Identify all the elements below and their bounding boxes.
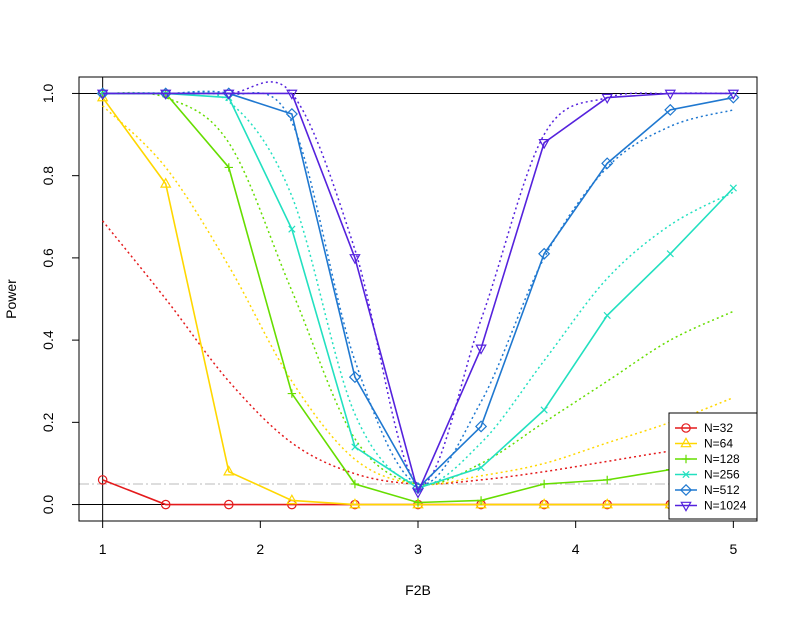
data-point-n-256: [603, 311, 611, 320]
legend-label-n-32: N=32: [704, 421, 733, 435]
theory-curve-n-512: [102, 90, 734, 486]
data-point-n-128: [224, 163, 233, 172]
data-point-n-256: [351, 443, 359, 451]
data-point-n-64: [538, 498, 550, 509]
data-point-n-128: [350, 479, 360, 489]
series-n-128: [98, 89, 738, 507]
data-point-n-256: [666, 250, 674, 258]
data-point-n-64: [412, 498, 424, 509]
data-point-n-64: [223, 465, 235, 476]
data-point-n-512: [475, 420, 488, 433]
series-line-n-64: [102, 97, 734, 506]
theory-curve-n-32: [102, 220, 734, 485]
data-point-n-1024: [475, 344, 487, 355]
y-tick-label: 1.0: [40, 84, 56, 104]
series-line-n-1024: [102, 92, 734, 495]
data-point-n-256: [288, 225, 296, 233]
legend-label-n-1024: N=1024: [704, 499, 747, 513]
data-point-n-128: [603, 475, 612, 485]
data-point-n-64: [286, 494, 298, 505]
data-point-n-128: [413, 498, 423, 507]
data-point-n-32: [97, 475, 108, 485]
series-line-n-256: [102, 92, 734, 489]
data-point-n-1024: [412, 488, 424, 499]
x-tick-label: 5: [729, 541, 737, 557]
data-point-n-128: [476, 496, 486, 505]
data-point-n-256: [540, 406, 548, 414]
series-n-256: [99, 89, 737, 492]
y-tick-label: 0.8: [40, 166, 56, 186]
legend-swatch-marker: [681, 423, 691, 433]
data-point-n-1024: [286, 89, 298, 100]
series-n-512: [96, 87, 740, 495]
x-axis-title: F2B: [405, 582, 431, 598]
data-point-n-512: [348, 371, 361, 384]
legend-label-n-512: N=512: [704, 483, 740, 497]
plot-frame: [78, 76, 758, 522]
y-tick-label: 0.6: [40, 248, 56, 268]
data-point-n-256: [477, 463, 485, 472]
legend-swatch-marker: [679, 483, 693, 497]
data-point-n-512: [727, 91, 740, 104]
legend-swatch-marker: [680, 501, 692, 512]
theory-curves: [102, 81, 734, 486]
data-point-n-1024: [349, 254, 361, 265]
data-point-n-32: [160, 499, 171, 510]
series-line-n-128: [102, 92, 734, 504]
data-point-n-512: [538, 247, 551, 260]
data-point-n-32: [223, 499, 234, 510]
axes: 1 2 3 4 5 0.0 0.2 0.4 0.6 0.8 1.0: [40, 84, 737, 557]
observed-series: [96, 87, 740, 510]
legend-label-n-256: N=256: [704, 468, 740, 482]
theory-curve-n-256: [102, 90, 734, 486]
data-point-n-1024: [727, 89, 740, 100]
data-point-n-1024: [601, 93, 613, 104]
series-n-1024: [96, 89, 740, 499]
data-point-n-64: [159, 177, 172, 188]
series-line-n-512: [102, 92, 734, 490]
data-point-n-1024: [538, 138, 550, 150]
data-point-n-128: [287, 389, 297, 398]
data-point-n-128: [539, 479, 549, 489]
data-point-n-64: [349, 498, 361, 509]
legend-label-n-64: N=64: [704, 437, 733, 451]
legend-swatch-marker: [682, 470, 690, 479]
theory-curve-n-1024: [102, 81, 734, 486]
data-point-n-1024: [664, 89, 677, 100]
legend-swatch-marker: [681, 454, 691, 464]
data-point-n-512: [285, 107, 298, 121]
y-tick-label: 0.0: [40, 495, 56, 515]
x-tick-label: 4: [572, 541, 580, 557]
data-point-n-256: [729, 184, 737, 192]
data-point-n-1024: [96, 89, 109, 100]
reference-lines: [79, 77, 757, 521]
data-point-n-512: [601, 157, 614, 170]
data-point-n-1024: [223, 89, 235, 100]
theory-curve-n-128: [102, 91, 734, 486]
legend-label-n-128: N=128: [704, 452, 740, 466]
series-n-64: [96, 91, 740, 509]
x-tick-label: 3: [414, 541, 422, 557]
y-tick-label: 0.4: [40, 330, 56, 350]
legend-swatch-marker: [680, 437, 692, 448]
y-axis-title: Power: [3, 279, 19, 319]
data-point-n-64: [475, 498, 487, 509]
theory-curve-n-64: [102, 105, 734, 486]
data-point-n-1024: [159, 89, 172, 100]
x-tick-label: 2: [256, 541, 264, 557]
y-tick-label: 0.2: [40, 412, 56, 432]
x-tick-label: 1: [99, 541, 107, 557]
data-point-n-512: [664, 103, 677, 116]
legend-box: [668, 412, 758, 520]
data-point-n-64: [601, 498, 613, 509]
